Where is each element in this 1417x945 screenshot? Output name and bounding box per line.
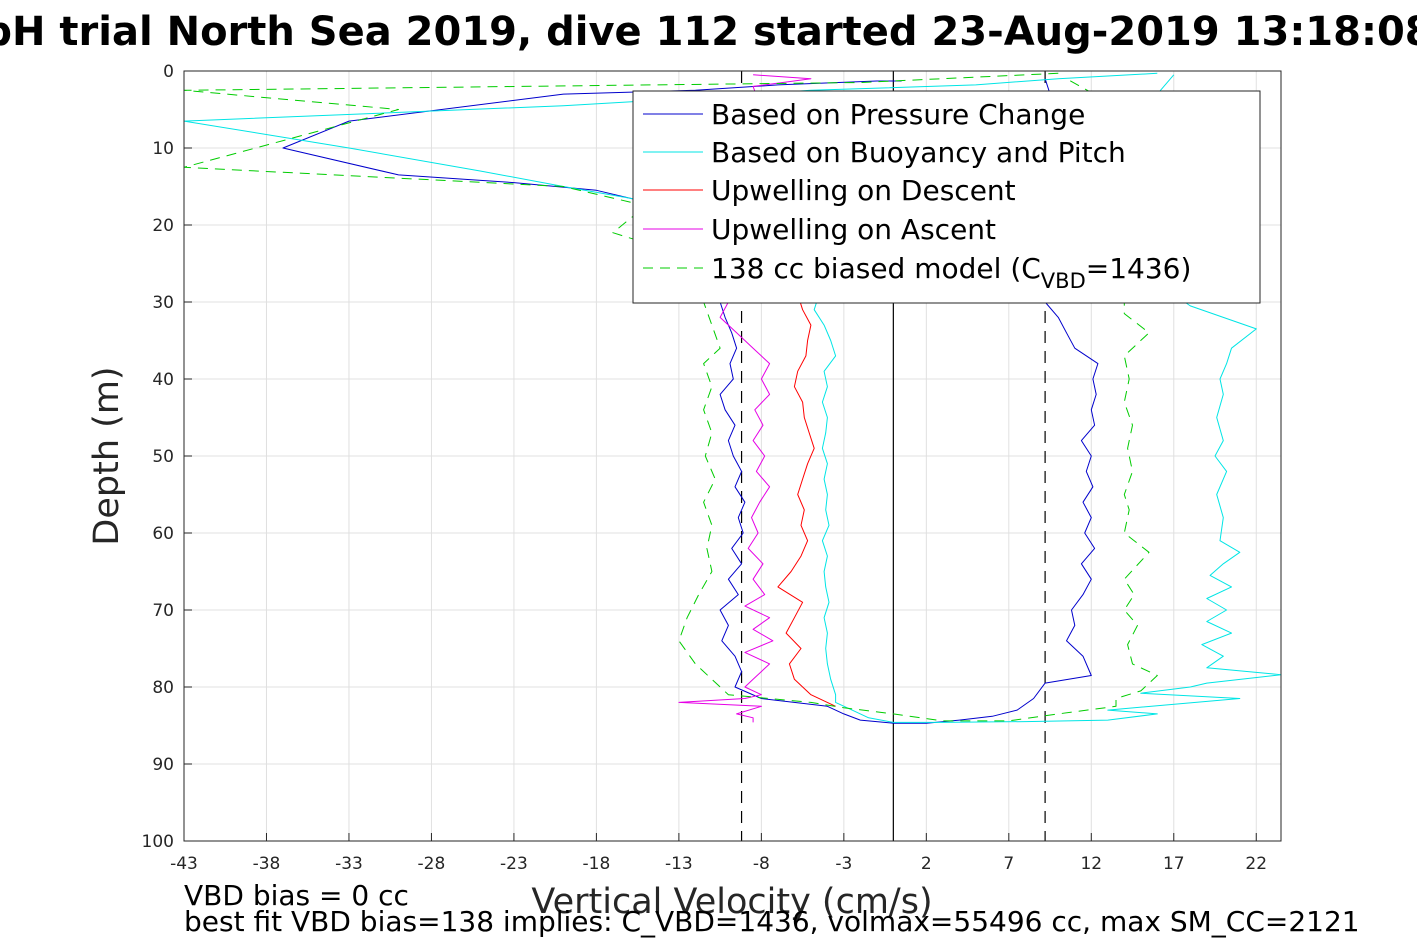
x-tick-labels: -43 -38 -33 -28 -23 -18 -13 -8 -3 2 7 12 17 22 bbox=[170, 854, 1267, 874]
y-tick-label: 10 bbox=[152, 139, 174, 159]
y-tick-label: 70 bbox=[152, 601, 174, 621]
y-tick-label: 40 bbox=[152, 370, 174, 390]
legend-model-subscript: VBD bbox=[1041, 269, 1086, 293]
x-tick-label: -13 bbox=[665, 854, 693, 874]
x-tick-label: -33 bbox=[335, 854, 363, 874]
legend-model-suffix: =1436) bbox=[1086, 252, 1192, 285]
x-tick-label: -18 bbox=[583, 854, 611, 874]
y-tick-label: 50 bbox=[152, 447, 174, 467]
plot-frame bbox=[183, 70, 1282, 842]
x-tick-label: 17 bbox=[1163, 854, 1185, 874]
y-tick-label: 90 bbox=[152, 755, 174, 775]
legend-label: Upwelling on Descent bbox=[711, 174, 1016, 207]
x-tick-label: 2 bbox=[921, 854, 932, 874]
x-tick-label: -28 bbox=[418, 854, 446, 874]
legend-label: Based on Buoyancy and Pitch bbox=[711, 136, 1126, 169]
x-tick-label: 12 bbox=[1080, 854, 1102, 874]
legend: Based on Pressure Change Based on Buoyanc… bbox=[632, 90, 1261, 304]
x-tick-label: 7 bbox=[1003, 854, 1014, 874]
legend-label-model: 138 cc biased model (CVBD=1436) bbox=[711, 252, 1191, 293]
series-line-2 bbox=[777, 294, 836, 707]
x-tick-label: -38 bbox=[253, 854, 281, 874]
best-fit-annotation: best fit VBD bias=138 implies: C_VBD=143… bbox=[184, 905, 1360, 938]
y-tick-label: 100 bbox=[142, 832, 174, 852]
x-tick-label: -8 bbox=[753, 854, 770, 874]
x-axis-label: Vertical Velocity (cm/s) bbox=[531, 882, 932, 922]
x-tick-label: -23 bbox=[500, 854, 528, 874]
legend-box bbox=[632, 90, 1261, 304]
x-tick-label: -3 bbox=[835, 854, 852, 874]
chart-title: pH trial North Sea 2019, dive 112 starte… bbox=[0, 9, 1417, 55]
x-tick-label: 22 bbox=[1245, 854, 1267, 874]
y-tick-label: 0 bbox=[163, 62, 174, 82]
x-tick-label: -43 bbox=[170, 854, 198, 874]
legend-label: Upwelling on Ascent bbox=[711, 213, 996, 246]
y-tick-label: 80 bbox=[152, 678, 174, 698]
y-tick-labels: 0 10 20 30 40 50 60 70 80 90 100 bbox=[142, 62, 174, 852]
y-tick-label: 30 bbox=[152, 293, 174, 313]
y-tick-label: 60 bbox=[152, 524, 174, 544]
legend-label: Based on Pressure Change bbox=[711, 98, 1085, 131]
series-line-4 bbox=[184, 72, 1158, 722]
legend-model-prefix: 138 cc biased model (C bbox=[711, 252, 1041, 285]
y-axis-label: Depth (m) bbox=[87, 366, 127, 545]
vbd-bias-annotation: VBD bias = 0 cc bbox=[184, 879, 409, 912]
y-tick-label: 20 bbox=[152, 216, 174, 236]
